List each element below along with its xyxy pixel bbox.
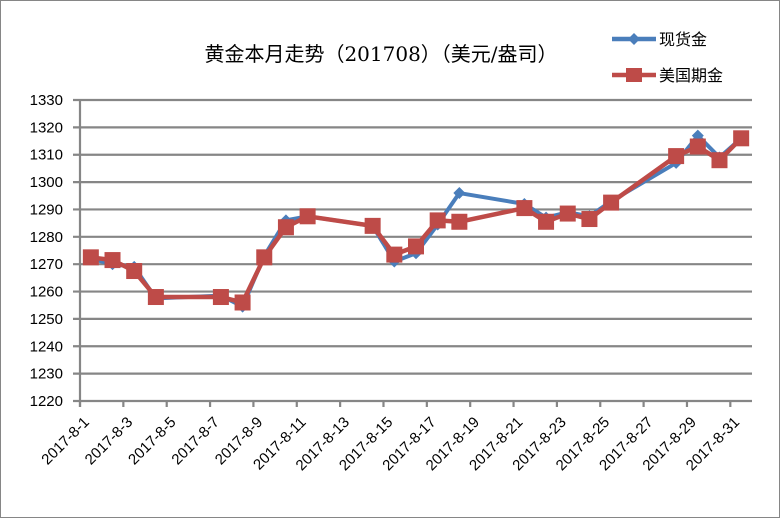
legend-item-spot-gold: 现货金 <box>612 30 707 49</box>
y-tick-label: 1250 <box>30 311 63 328</box>
y-tick-label: 1230 <box>30 366 63 383</box>
square-marker <box>689 138 706 155</box>
y-tick-label: 1220 <box>30 393 63 410</box>
square-marker <box>104 252 121 269</box>
square-marker <box>234 294 251 311</box>
y-tick-label: 1320 <box>30 119 63 136</box>
series-layer <box>82 129 750 313</box>
square-marker <box>581 211 598 228</box>
square-marker <box>429 212 446 229</box>
square-marker <box>386 246 403 263</box>
legend-label: 美国期金 <box>659 66 723 85</box>
square-marker <box>711 152 728 169</box>
gridlines <box>73 98 752 403</box>
legend-label: 现货金 <box>659 30 707 49</box>
diamond-marker-icon <box>628 33 640 45</box>
series-us-gold-futures <box>82 130 750 311</box>
square-marker <box>668 148 685 165</box>
square-marker <box>538 213 555 230</box>
square-marker <box>516 200 533 217</box>
square-marker <box>408 238 424 255</box>
y-tick-label: 1240 <box>30 338 63 355</box>
square-marker <box>82 249 99 266</box>
square-marker <box>277 219 294 236</box>
y-tick-label: 1280 <box>30 229 63 246</box>
square-marker <box>364 217 381 234</box>
square-marker <box>559 205 576 222</box>
y-tick-label: 1270 <box>30 256 63 273</box>
square-marker <box>733 130 750 147</box>
x-axis: 2017-8-12017-8-32017-8-52017-8-72017-8-9… <box>38 100 743 474</box>
square-marker <box>212 289 229 306</box>
square-marker <box>126 263 143 280</box>
square-marker <box>603 194 620 211</box>
y-tick-label: 1290 <box>30 201 63 218</box>
y-tick-label: 1260 <box>30 284 63 301</box>
legend-item-us-gold-futures: 美国期金 <box>612 66 723 85</box>
y-tick-label: 1330 <box>30 92 63 109</box>
square-marker-icon <box>626 68 642 82</box>
series-line <box>90 133 743 309</box>
series-spot-gold <box>84 129 748 313</box>
square-marker <box>299 208 316 225</box>
square-marker <box>256 249 273 266</box>
y-tick-label: 1310 <box>30 147 63 164</box>
square-marker <box>451 213 468 230</box>
chart-title: 黄金本月走势（201708）（美元/盎司） <box>204 42 557 66</box>
diamond-marker <box>453 187 466 200</box>
square-marker <box>147 289 164 306</box>
y-tick-label: 1300 <box>30 174 63 191</box>
y-axis-labels: 1220 1230 1240 1250 1260 1270 1280 1290 1300 1310… <box>30 92 63 410</box>
series-line <box>90 136 743 305</box>
